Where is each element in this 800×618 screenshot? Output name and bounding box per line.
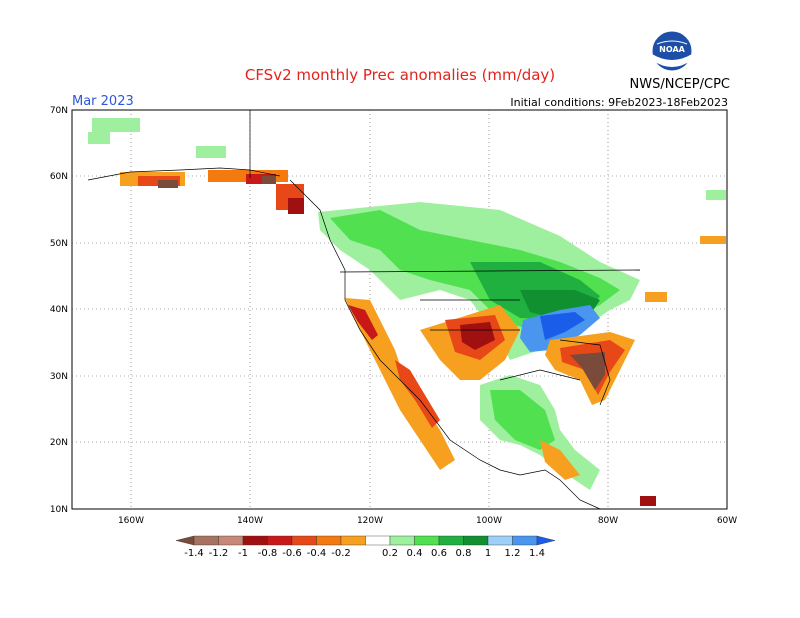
forecast-month: Mar 2023 <box>72 94 134 109</box>
map-title: CFSv2 monthly Prec anomalies (mm/day) <box>244 66 556 84</box>
legend-tick-label: 0.8 <box>456 548 472 559</box>
lat-label: 50N <box>50 239 68 249</box>
legend-tick-label: -0.6 <box>282 548 302 559</box>
legend-tick-label: -0.8 <box>258 548 278 559</box>
lat-label: 60N <box>50 172 68 182</box>
legend-swatch <box>487 535 513 546</box>
lat-label: 70N <box>50 106 68 116</box>
legend-tick-label: 1 <box>485 548 491 559</box>
lon-axis: 160W 140W 120W 100W 80W 60W <box>118 516 737 526</box>
legend-tick-label: -1.2 <box>209 548 229 559</box>
lon-label: 120W <box>357 516 383 526</box>
agency-label: NWS/NCEP/CPC <box>629 77 730 92</box>
legend-swatch <box>242 535 268 546</box>
lon-label: 160W <box>118 516 144 526</box>
legend-swatch <box>340 535 366 546</box>
legend-swatch <box>193 535 219 546</box>
legend-swatch <box>365 535 391 546</box>
legend-swatch <box>414 535 440 546</box>
lat-label: 40N <box>50 305 68 315</box>
legend-swatch <box>267 535 293 546</box>
legend-swatch <box>463 535 489 546</box>
lat-label: 20N <box>50 438 68 448</box>
legend-swatch <box>389 535 415 546</box>
noaa-logo-icon: NOAA <box>651 30 693 72</box>
legend-tick-label: -0.4 <box>307 548 327 559</box>
legend-tick-label: 0.4 <box>407 548 423 559</box>
legend-tick-label: 0.2 <box>382 548 398 559</box>
legend-swatch <box>438 535 464 546</box>
legend-swatch <box>512 535 538 546</box>
lon-label: 100W <box>476 516 502 526</box>
legend-tick-label: -1.4 <box>184 548 204 559</box>
gridlines <box>72 110 727 509</box>
legend-tick-label: 1.2 <box>505 548 521 559</box>
logo-text: NOAA <box>659 45 685 54</box>
legend-tick-label: -0.2 <box>331 548 351 559</box>
legend-tick-label: 0.6 <box>431 548 447 559</box>
initial-conditions: Initial conditions: 9Feb2023-18Feb2023 <box>510 96 728 109</box>
legend-arrow-left <box>175 535 195 546</box>
lat-label: 10N <box>50 505 68 515</box>
lat-axis: 70N 60N 50N 40N 30N 20N 10N <box>50 106 68 515</box>
legend-tick-label: 1.4 <box>529 548 545 559</box>
lon-label: 80W <box>598 516 618 526</box>
legend-swatch <box>316 535 342 546</box>
coastlines <box>87 110 641 510</box>
anomaly-shading <box>88 118 726 506</box>
legend-swatch <box>218 535 244 546</box>
legend-tick-label: -1 <box>238 548 248 559</box>
lon-label: 140W <box>237 516 263 526</box>
legend-arrow-right <box>536 535 556 546</box>
color-legend: -1.4 -1.2 -1 -0.8 -0.6 -0.4 -0.2 0.2 0.4 0.6 0.8 1 1… <box>175 535 556 559</box>
legend-swatch <box>291 535 317 546</box>
lat-label: 30N <box>50 372 68 382</box>
lon-label: 60W <box>717 516 737 526</box>
map-frame <box>71 109 728 510</box>
